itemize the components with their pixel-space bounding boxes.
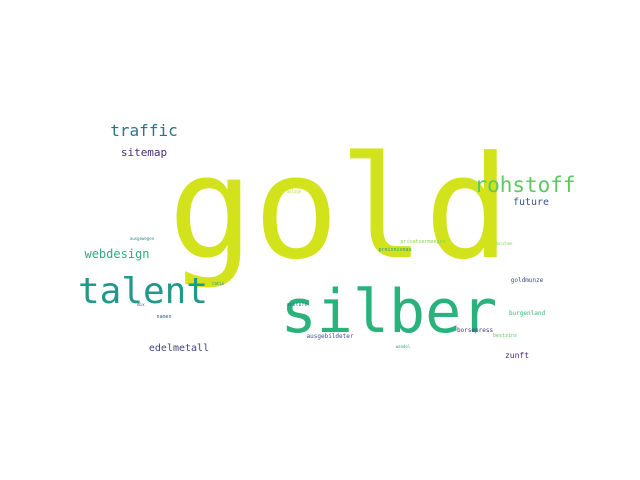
word-bestzins: bestzins: [492, 333, 518, 339]
word-traffic: traffic: [110, 121, 178, 140]
word-anstufe: anstufe: [286, 302, 308, 308]
word-tiny: mix: [137, 302, 145, 307]
word-preisniveau: preisniveau: [378, 247, 412, 253]
word-tiny: hoschee: [495, 241, 513, 246]
word-borsepress: borsepress: [456, 327, 494, 334]
word-tiny: anlage: [286, 189, 302, 194]
word-silber: silber: [280, 277, 498, 347]
word-tiny: ausgewogen: [129, 236, 155, 241]
word-gold: gold: [168, 126, 510, 291]
word-zunft: zunft: [504, 351, 530, 360]
word-rohstoff: rohstoff: [474, 173, 576, 197]
word-webdesign: webdesign: [84, 247, 150, 261]
word-privatvermoegen: privatvermoegen: [400, 239, 446, 245]
word-goldmunze: goldmunze: [510, 277, 544, 284]
word-tiny: wandel: [395, 344, 411, 349]
word-burgenland: burgenland: [508, 310, 546, 317]
word-edelmetall: edelmetall: [148, 343, 210, 354]
word-namen: namen: [156, 314, 172, 320]
word-ausgebildeter: ausgebildeter: [306, 333, 354, 340]
word-future: future: [512, 197, 550, 208]
word-tiny: ratio: [211, 281, 225, 286]
word-talent: talent: [77, 271, 209, 312]
word-sitemap: sitemap: [120, 146, 168, 159]
